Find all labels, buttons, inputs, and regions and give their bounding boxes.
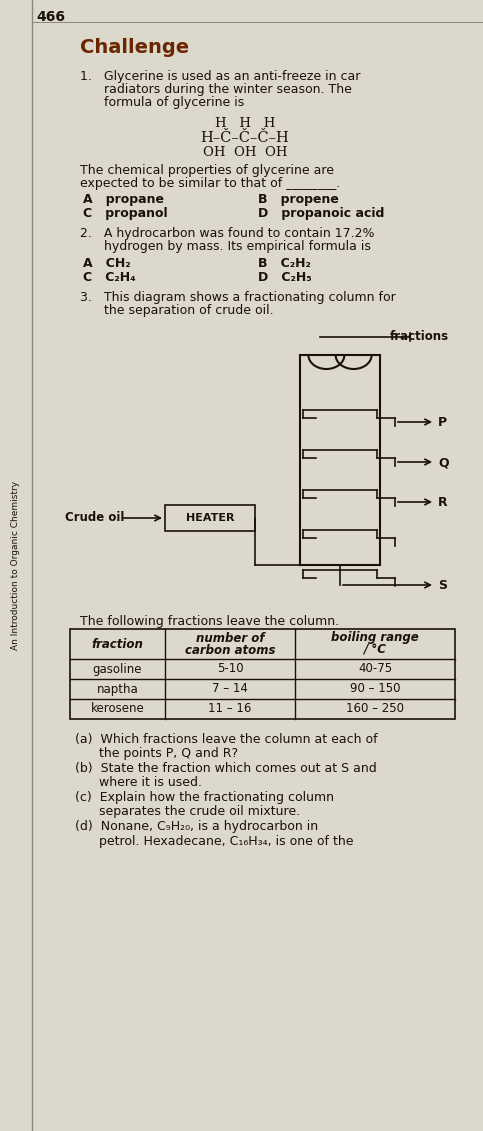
Text: hydrogen by mass. Its empirical formula is: hydrogen by mass. Its empirical formula …	[80, 240, 371, 253]
Bar	[70, 629, 455, 719]
Text: The chemical properties of glycerine are: The chemical properties of glycerine are	[80, 164, 334, 176]
Text: (a)  Which fractions leave the column at each of: (a) Which fractions leave the column at …	[75, 733, 378, 746]
Text: boiling range: boiling range	[331, 631, 419, 645]
Text: gasoline: gasoline	[93, 663, 142, 675]
Text: C   propanol: C propanol	[83, 207, 168, 221]
Text: petrol. Hexadecane, C₁₆H₃₄, is one of the: petrol. Hexadecane, C₁₆H₃₄, is one of th…	[75, 835, 354, 847]
Text: 3.   This diagram shows a fractionating column for: 3. This diagram shows a fractionating co…	[80, 291, 396, 304]
Text: B   propene: B propene	[258, 193, 339, 206]
Text: number of: number of	[196, 631, 264, 645]
Text: radiators during the winter season. The: radiators during the winter season. The	[80, 83, 352, 96]
Text: D   propanoic acid: D propanoic acid	[258, 207, 384, 221]
Text: separates the crude oil mixture.: separates the crude oil mixture.	[75, 805, 300, 819]
Text: OH  OH  OH: OH OH OH	[203, 146, 287, 159]
Text: kerosene: kerosene	[91, 702, 144, 716]
Text: formula of glycerine is: formula of glycerine is	[80, 96, 244, 109]
Text: 7 – 14: 7 – 14	[212, 682, 248, 696]
Text: carbon atoms: carbon atoms	[185, 644, 275, 656]
Text: (b)  State the fraction which comes out at S and: (b) State the fraction which comes out a…	[75, 762, 377, 775]
Text: 1.   Glycerine is used as an anti-freeze in car: 1. Glycerine is used as an anti-freeze i…	[80, 70, 360, 83]
Text: 466: 466	[36, 10, 65, 24]
Text: (d)  Nonane, C₉H₂₀, is a hydrocarbon in: (d) Nonane, C₉H₂₀, is a hydrocarbon in	[75, 820, 318, 834]
Text: An Introduction to Organic Chemistry: An Introduction to Organic Chemistry	[12, 481, 20, 649]
Text: S: S	[438, 579, 447, 592]
Text: The following fractions leave the column.: The following fractions leave the column…	[80, 615, 339, 628]
Text: the separation of crude oil.: the separation of crude oil.	[80, 304, 274, 317]
Text: HEATER: HEATER	[186, 513, 234, 523]
Text: (c)  Explain how the fractionating column: (c) Explain how the fractionating column	[75, 791, 334, 804]
Text: 11 – 16: 11 – 16	[208, 702, 252, 716]
Text: A   propane: A propane	[83, 193, 164, 206]
Text: 40-75: 40-75	[358, 663, 392, 675]
Text: 2.   A hydrocarbon was found to contain 17.2%: 2. A hydrocarbon was found to contain 17…	[80, 227, 374, 240]
Text: H   H   H: H H H	[215, 116, 275, 130]
Text: fraction: fraction	[92, 638, 143, 650]
Text: fractions: fractions	[390, 330, 449, 343]
Text: P: P	[438, 416, 447, 429]
Text: C   C₂H₄: C C₂H₄	[83, 271, 136, 284]
Text: R: R	[438, 497, 448, 509]
Text: 5-10: 5-10	[217, 663, 243, 675]
Text: D   C₂H₅: D C₂H₅	[258, 271, 312, 284]
Text: H–Č–Č–Č–H: H–Č–Č–Č–H	[200, 131, 289, 145]
Text: / °C: / °C	[364, 644, 386, 656]
Text: Challenge: Challenge	[80, 38, 189, 57]
Text: the points P, Q and R?: the points P, Q and R?	[75, 748, 238, 760]
Bar	[165, 506, 255, 530]
Text: B   C₂H₂: B C₂H₂	[258, 257, 311, 270]
Text: 160 – 250: 160 – 250	[346, 702, 404, 716]
Text: where it is used.: where it is used.	[75, 777, 202, 789]
Text: 90 – 150: 90 – 150	[350, 682, 400, 696]
Text: naptha: naptha	[97, 682, 138, 696]
Text: expected to be similar to that of ________.: expected to be similar to that of ______…	[80, 176, 340, 190]
Text: Crude oil: Crude oil	[65, 511, 125, 524]
Text: A   CH₂: A CH₂	[83, 257, 130, 270]
Text: Q: Q	[438, 456, 449, 469]
